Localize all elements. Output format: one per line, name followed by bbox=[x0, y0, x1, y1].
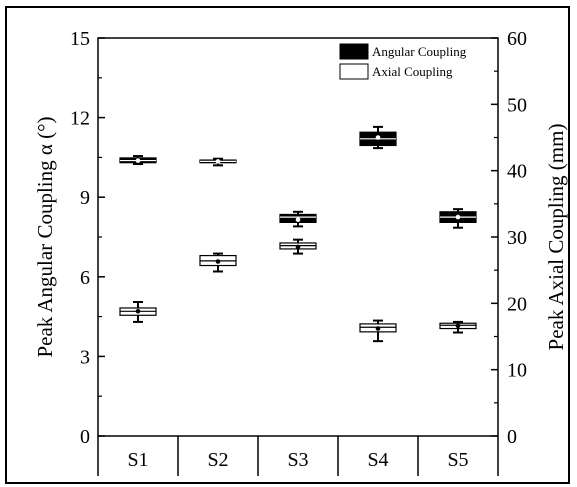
right-tick-label: 40 bbox=[507, 161, 527, 183]
legend-swatch-axial bbox=[339, 63, 369, 80]
left-axis: 0 3 6 9 12 15 bbox=[70, 28, 105, 448]
box-S1 bbox=[119, 301, 157, 323]
box-S3 bbox=[279, 210, 317, 228]
category-label: S2 bbox=[207, 449, 228, 471]
category-label: S1 bbox=[127, 449, 148, 471]
box-S4 bbox=[359, 319, 397, 343]
category-label: S3 bbox=[287, 449, 308, 471]
left-tick-label: 6 bbox=[80, 267, 90, 289]
figure-frame bbox=[5, 6, 570, 484]
box-S5 bbox=[439, 320, 477, 334]
mean-marker bbox=[455, 214, 461, 220]
right-axis: 0 10 20 30 40 50 60 bbox=[491, 28, 527, 448]
box-S5 bbox=[439, 208, 477, 229]
box-S2 bbox=[199, 157, 237, 167]
right-tick-label: 50 bbox=[507, 94, 527, 116]
category-label: S4 bbox=[367, 449, 388, 471]
mean-marker bbox=[295, 217, 301, 223]
legend: Angular Coupling Axial Coupling bbox=[339, 43, 467, 80]
mean-marker bbox=[215, 259, 221, 264]
box-S4 bbox=[359, 125, 397, 150]
right-tick-label: 10 bbox=[507, 360, 527, 382]
right-tick-label: 0 bbox=[507, 426, 517, 448]
boxes bbox=[119, 125, 477, 343]
left-tick-label: 3 bbox=[80, 346, 90, 368]
legend-swatch-angular bbox=[339, 43, 369, 60]
category-axis: S1 S2 S3 S4 S5 bbox=[97, 436, 499, 476]
left-tick-label: 15 bbox=[70, 28, 90, 50]
plot-area bbox=[97, 37, 499, 437]
mean-marker bbox=[135, 308, 141, 314]
left-tick-label: 0 bbox=[80, 426, 90, 448]
right-tick-label: 20 bbox=[507, 293, 527, 315]
mean-marker bbox=[295, 244, 301, 250]
mean-marker bbox=[375, 326, 381, 331]
left-tick-label: 9 bbox=[80, 187, 90, 209]
right-tick-label: 30 bbox=[507, 227, 527, 249]
left-tick-label: 12 bbox=[70, 108, 90, 130]
right-tick-label: 60 bbox=[507, 28, 527, 50]
box-S2 bbox=[199, 252, 237, 273]
mean-marker bbox=[215, 159, 221, 164]
box-S3 bbox=[279, 238, 317, 255]
box-S1 bbox=[119, 155, 157, 166]
legend-label-angular: Angular Coupling bbox=[372, 44, 467, 59]
right-axis-label: Peak Axial Coupling (mm) bbox=[544, 124, 568, 351]
mean-marker bbox=[135, 158, 141, 163]
mean-marker bbox=[375, 135, 381, 140]
mean-marker bbox=[455, 323, 461, 329]
left-axis-label: Peak Angular Coupling α (°) bbox=[33, 116, 57, 357]
category-label: S5 bbox=[447, 449, 468, 471]
legend-label-axial: Axial Coupling bbox=[372, 64, 453, 79]
